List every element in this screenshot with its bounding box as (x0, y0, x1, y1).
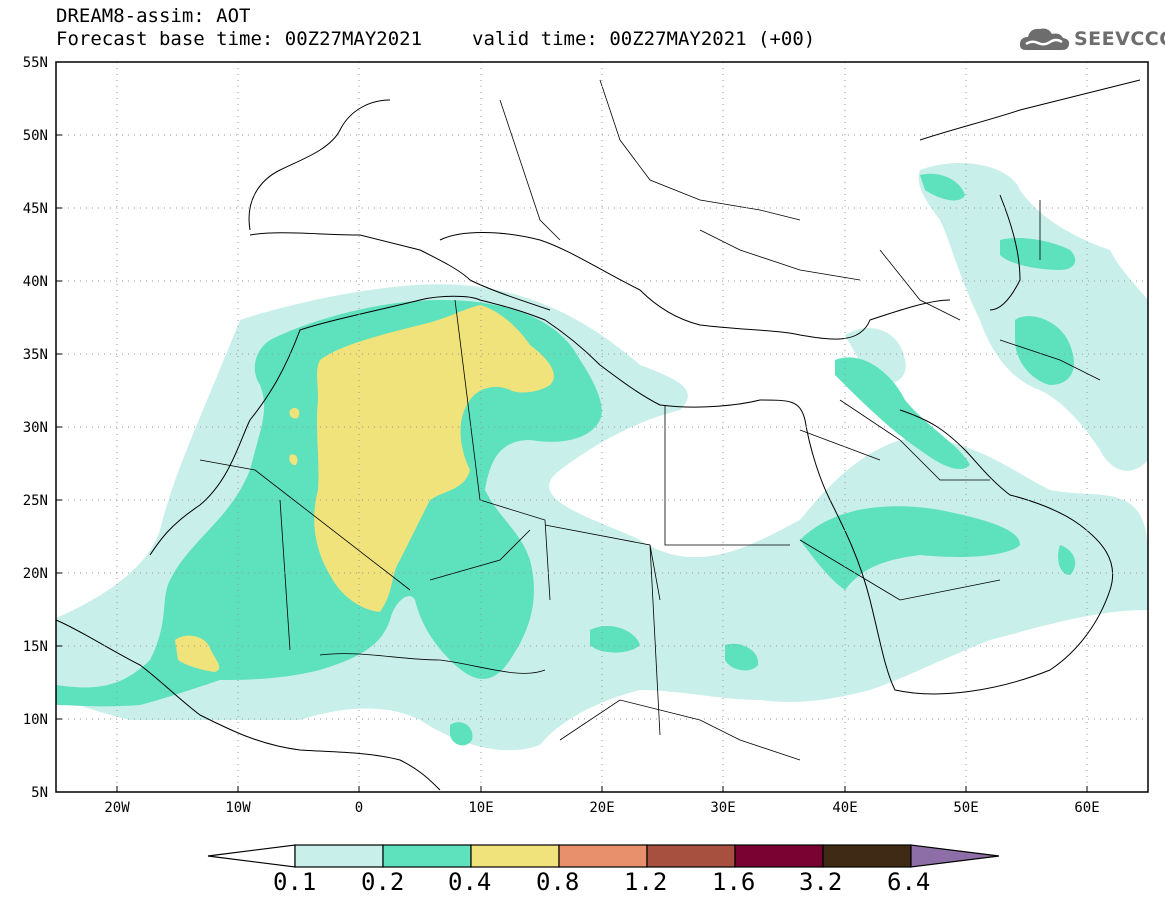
colorbar-label: 0.8 (536, 868, 580, 896)
colorbar-label: 6.4 (887, 868, 931, 896)
lat-label: 15N (23, 639, 48, 655)
colorbar-swatch (294, 844, 384, 868)
seevccc-logo: SEEVCCC (1018, 24, 1165, 56)
lat-label: 20N (23, 566, 48, 582)
map-subtitle: Forecast base time: 00Z27MAY2021 valid ti… (56, 29, 815, 49)
lat-label: 25N (23, 493, 48, 509)
colorbar (207, 844, 1000, 868)
base-time: Forecast base time: 00Z27MAY2021 (56, 28, 423, 50)
axis-ticks (56, 61, 1088, 793)
lon-label: 10E (468, 800, 493, 816)
valid-time: valid time: 00Z27MAY2021 (+00) (472, 28, 816, 50)
lon-label: 30E (710, 800, 735, 816)
lon-label: 20E (589, 800, 614, 816)
lat-label: 55N (23, 55, 48, 71)
logo-text: SEEVCCC (1074, 28, 1165, 50)
map-title: DREAM8-assim: AOT (56, 5, 251, 27)
colorbar-label: 1.6 (712, 868, 756, 896)
colorbar-label: 1.2 (624, 868, 668, 896)
lat-label: 35N (23, 347, 48, 363)
political-borders (199, 79, 1101, 761)
colorbar-swatch (470, 844, 560, 868)
lon-labels: 20W 10W 0 10E 20E 30E 40E 50E 60E (104, 800, 1099, 816)
colorbar-swatch (734, 844, 824, 868)
colorbar-label: 0.1 (273, 868, 317, 896)
lon-label: 10W (225, 800, 251, 816)
colorbar-label: 0.4 (448, 868, 492, 896)
lat-label: 10N (23, 712, 48, 728)
lat-label: 50N (23, 128, 48, 144)
lon-label: 0 (355, 800, 363, 816)
colorbar-swatch (822, 844, 912, 868)
lat-labels: 55N 50N 45N 40N 35N 30N 25N 20N 15N 10N … (23, 55, 48, 801)
colorbar-swatch (558, 844, 648, 868)
colorbar-under-arrow (207, 844, 296, 868)
lat-label: 40N (23, 274, 48, 290)
aot-field-high (175, 305, 554, 672)
coastlines (55, 79, 1141, 791)
lon-label: 40E (832, 800, 857, 816)
lon-label: 60E (1074, 800, 1099, 816)
colorbar-label: 3.2 (799, 868, 843, 896)
lon-label: 20W (104, 800, 130, 816)
colorbar-swatch (382, 844, 472, 868)
lat-label: 5N (31, 785, 48, 801)
lon-label: 50E (953, 800, 978, 816)
gridlines (56, 62, 1148, 792)
lat-label: 30N (23, 420, 48, 436)
lat-label: 45N (23, 201, 48, 217)
cloud-logo-icon (1019, 28, 1070, 50)
colorbar-swatch (646, 844, 736, 868)
colorbar-over-arrow (910, 844, 1000, 868)
colorbar-label: 0.2 (361, 868, 405, 896)
